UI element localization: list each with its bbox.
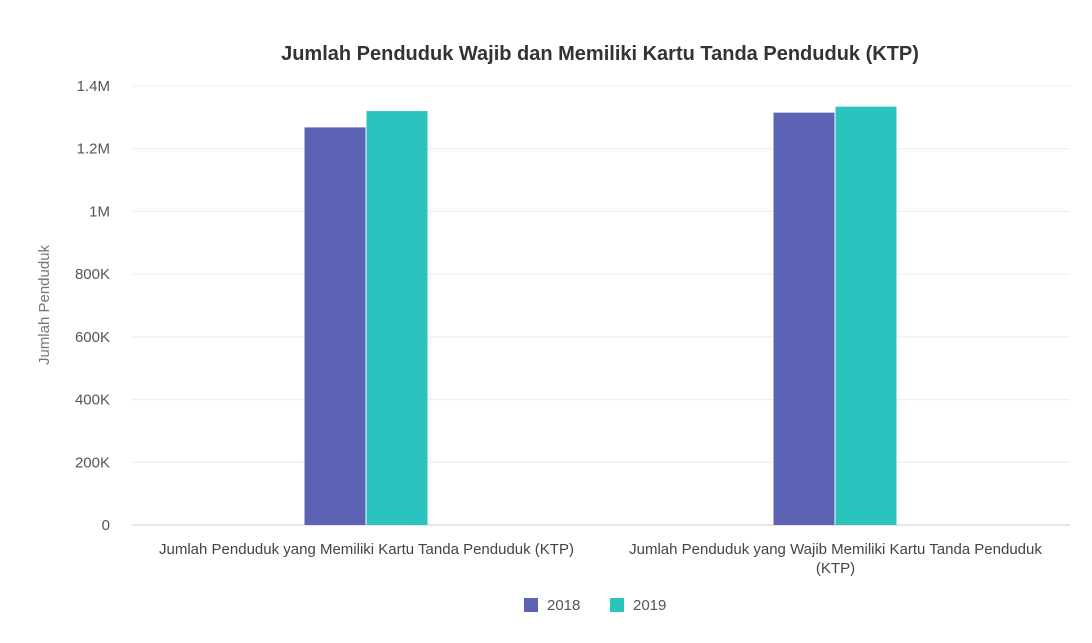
y-tick-label: 1.2M <box>77 141 110 158</box>
y-tick-label: 600K <box>75 329 110 346</box>
y-axis-ticks: 0 200K 400K 600K 800K 1M 1.2M 1.4M <box>75 78 110 534</box>
bar-2019-2[interactable] <box>835 106 897 526</box>
bars <box>304 106 897 526</box>
y-tick-label: 1.4M <box>77 78 110 95</box>
grid-lines <box>132 85 1070 526</box>
x-category-label: Jumlah Penduduk yang Memiliki Kartu Tand… <box>159 541 574 558</box>
x-category-label-line: (KTP) <box>816 560 855 577</box>
y-tick-label: 1M <box>89 203 110 220</box>
legend-label[interactable]: 2019 <box>633 597 666 614</box>
legend-swatch-2018 <box>524 598 538 612</box>
chart-title: Jumlah Penduduk Wajib dan Memiliki Kartu… <box>281 43 919 65</box>
y-axis-title: Jumlah Penduduk <box>36 244 53 365</box>
legend-swatch-2019 <box>610 598 624 612</box>
bar-2019-1[interactable] <box>366 111 428 525</box>
y-tick-label: 200K <box>75 454 110 471</box>
x-category-label: Jumlah Penduduk yang Wajib Memiliki Kart… <box>629 541 1042 577</box>
y-tick-label: 800K <box>75 266 110 283</box>
x-category-label-line: Jumlah Penduduk yang Wajib Memiliki Kart… <box>629 541 1042 558</box>
legend-label[interactable]: 2018 <box>547 597 580 614</box>
bar-2018-2[interactable] <box>773 112 835 526</box>
y-tick-label: 400K <box>75 392 110 409</box>
x-axis-categories: Jumlah Penduduk yang Memiliki Kartu Tand… <box>159 541 1042 577</box>
bar-2018-1[interactable] <box>304 127 366 526</box>
y-tick-label: 0 <box>102 517 110 534</box>
legend: 2018 2019 <box>524 597 666 614</box>
x-category-label-line: Jumlah Penduduk yang Memiliki Kartu Tand… <box>159 541 574 558</box>
